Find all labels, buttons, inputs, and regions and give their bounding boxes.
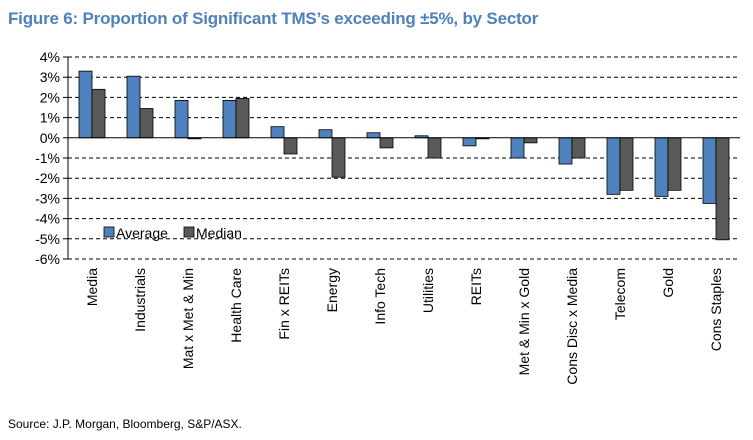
x-tick-label: Cons Disc x Media: [564, 268, 580, 385]
x-tick-label: Cons Staples: [708, 268, 724, 351]
y-tick-label: -6%: [35, 251, 60, 267]
bar-median-13: [715, 137, 730, 241]
bar-median-0: [91, 88, 106, 139]
x-tick-label: Energy: [324, 268, 340, 312]
bar-median-4: [283, 137, 298, 155]
x-tick-label: Met & Min x Gold: [516, 268, 532, 375]
x-tick-label: Industrials: [132, 268, 148, 332]
bar-median-10: [571, 137, 586, 159]
x-tick-label: Utilities: [420, 268, 436, 313]
bars: [78, 70, 730, 241]
y-tick-label: 1%: [40, 110, 60, 126]
gridlines: [68, 56, 740, 260]
bar-median-9: [523, 137, 538, 144]
bar-median-3: [235, 98, 250, 139]
legend-swatch-median: [183, 226, 195, 238]
x-tick-label: Telecom: [612, 268, 628, 320]
bar-average-10: [558, 137, 573, 165]
x-tick-label: Gold: [660, 268, 676, 298]
bar-median-5: [331, 137, 346, 178]
bar-average-0: [78, 70, 93, 139]
bar-average-9: [510, 137, 525, 159]
y-tick-label: -2%: [35, 170, 60, 186]
legend-label-average: Average: [116, 225, 168, 241]
bar-average-6: [366, 132, 381, 139]
bar-average-3: [222, 100, 237, 139]
legend: Average Median: [103, 225, 242, 241]
bar-average-13: [702, 137, 717, 204]
bar-median-12: [667, 137, 682, 191]
bar-median-6: [379, 137, 394, 149]
x-tick-label: Mat x Met & Min: [180, 268, 196, 369]
bar-average-4: [270, 126, 285, 139]
y-tick-label: -3%: [35, 190, 60, 206]
x-tick-label: Health Care: [228, 268, 244, 343]
bar-median-7: [427, 137, 442, 159]
x-tick-label: REITs: [468, 268, 484, 305]
y-tick-label: -1%: [35, 150, 60, 166]
y-tick-label: -4%: [35, 211, 60, 227]
x-tick-label: Media: [84, 268, 100, 306]
bar-average-1: [126, 75, 141, 139]
y-tick-label: 4%: [40, 49, 60, 65]
bar-median-1: [139, 108, 154, 139]
x-tick-label: Fin x REITs: [276, 268, 292, 340]
legend-swatch-average: [103, 226, 115, 238]
bar-average-2: [174, 100, 189, 139]
x-tick-label: Info Tech: [372, 268, 388, 325]
y-tick-label: -5%: [35, 231, 60, 247]
bar-average-8: [462, 137, 477, 147]
chart-title: Figure 6: Proportion of Significant TMS’…: [8, 9, 539, 28]
bar-average-12: [654, 137, 669, 197]
bar-chart: 4% 3% 2% 1% 0% -1% -2% -3% -4% -5% -6% Media Indust…: [35, 49, 740, 385]
x-axis-ticks: Media Industrials Mat x Met & Min Health Ca…: [84, 268, 724, 385]
bar-average-5: [318, 129, 333, 139]
legend-label-median: Median: [196, 225, 242, 241]
source-note: Source: J.P. Morgan, Bloomberg, S&P/ASX.: [8, 417, 242, 431]
bar-median-11: [619, 137, 634, 191]
y-tick-label: 2%: [40, 89, 60, 105]
bar-average-11: [606, 137, 621, 195]
y-axis-ticks: 4% 3% 2% 1% 0% -1% -2% -3% -4% -5% -6%: [35, 49, 68, 267]
y-tick-label: 3%: [40, 69, 60, 85]
y-tick-label: 0%: [40, 130, 60, 146]
